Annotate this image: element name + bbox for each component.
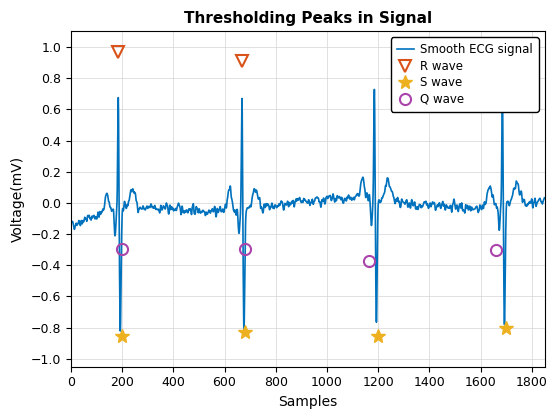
Smooth ECG signal bbox=[371, 87, 378, 92]
Smooth ECG signal bbox=[446, 205, 453, 210]
Line: Q wave: Q wave bbox=[116, 243, 502, 266]
Line: R wave: R wave bbox=[113, 46, 248, 67]
S wave bbox=[375, 334, 381, 339]
R wave bbox=[239, 58, 245, 63]
Line: S wave: S wave bbox=[115, 321, 513, 343]
Smooth ECG signal bbox=[80, 219, 86, 224]
Smooth ECG signal bbox=[117, 328, 124, 333]
S wave bbox=[242, 329, 249, 334]
Legend: Smooth ECG signal, R wave, S wave, Q wave: Smooth ECG signal, R wave, S wave, Q wav… bbox=[391, 37, 539, 112]
Smooth ECG signal bbox=[531, 198, 538, 203]
Smooth ECG signal bbox=[337, 196, 344, 201]
Q wave bbox=[493, 248, 500, 253]
Q wave bbox=[241, 247, 248, 252]
Smooth ECG signal bbox=[68, 220, 74, 226]
Y-axis label: Voltage(mV): Voltage(mV) bbox=[11, 156, 25, 242]
X-axis label: Samples: Samples bbox=[278, 395, 338, 409]
R wave bbox=[115, 49, 122, 54]
Smooth ECG signal bbox=[530, 204, 536, 209]
S wave bbox=[503, 326, 510, 331]
S wave bbox=[119, 334, 125, 339]
Q wave bbox=[366, 258, 372, 263]
Line: Smooth ECG signal: Smooth ECG signal bbox=[71, 89, 544, 331]
Q wave bbox=[118, 247, 125, 252]
Smooth ECG signal bbox=[462, 203, 469, 208]
Title: Thresholding Peaks in Signal: Thresholding Peaks in Signal bbox=[184, 11, 432, 26]
Smooth ECG signal bbox=[541, 195, 548, 200]
